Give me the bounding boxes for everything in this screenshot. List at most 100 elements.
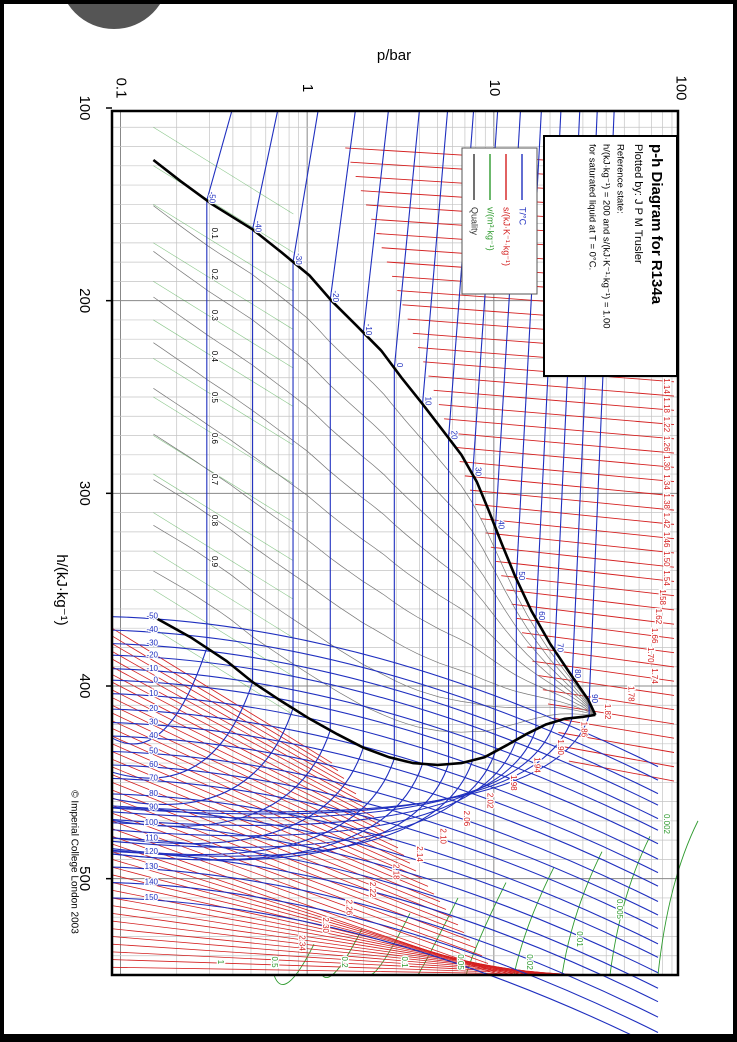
- entropy-label: 1.30: [662, 455, 671, 471]
- quality-line: [153, 342, 596, 716]
- isotherm-label: -10: [146, 664, 158, 673]
- volume-label: 0.05: [456, 954, 465, 970]
- volume-label: 0.002: [662, 814, 671, 835]
- entropy-label: 1.98: [509, 775, 518, 791]
- isotherm-vapor: [111, 681, 254, 779]
- entropy-label: 1.46: [662, 532, 671, 548]
- quality-line: [153, 479, 596, 716]
- quality-line: [153, 296, 596, 716]
- isochore-line: [153, 281, 294, 369]
- isochore-line: [153, 242, 294, 330]
- quality-line: [153, 388, 596, 716]
- quality-label: 0.2: [210, 269, 219, 281]
- legend-label: v/(m³·kg⁻¹): [486, 207, 496, 251]
- isotherm-gas: [111, 693, 659, 845]
- enthalpy-tick-label: 100: [76, 95, 93, 120]
- entropy-line: [111, 643, 345, 779]
- entropy-line: [464, 475, 675, 497]
- entropy-label: 2.02: [485, 793, 494, 809]
- pressure-tick-label: 1: [299, 84, 316, 92]
- quality-label: 0.8: [210, 515, 219, 527]
- isotherm-label: -30: [294, 253, 303, 265]
- entropy-label: 1.66: [650, 628, 659, 644]
- entropy-line: [532, 660, 675, 682]
- entropy-label: 1.58: [658, 589, 667, 605]
- entropy-label: 1.42: [662, 513, 671, 529]
- entropy-line: [111, 712, 399, 849]
- entropy-label: 1.94: [532, 757, 541, 773]
- entropy-label: 1.38: [662, 493, 671, 509]
- entropy-label: 2.34: [297, 935, 306, 951]
- isotherm-gas: [111, 881, 659, 1034]
- entropy-line: [542, 689, 675, 711]
- entropy-line: [516, 617, 675, 639]
- legend-label: Quality: [470, 207, 480, 236]
- entropy-line: [506, 589, 675, 611]
- isochore-line: [153, 396, 294, 484]
- isotherm-vapor: [111, 758, 395, 856]
- entropy-line: [111, 650, 351, 787]
- entropy-line: [438, 404, 675, 426]
- entropy-label: 2.14: [415, 846, 424, 862]
- isotherm-liquid: [329, 110, 356, 300]
- isotherm-label: -50: [146, 612, 158, 621]
- entropy-label: 2.26: [344, 900, 353, 916]
- entropy-label: 1.62: [654, 609, 663, 625]
- isotherm-gas: [111, 616, 659, 768]
- entropy-line: [111, 735, 417, 872]
- isotherm-liquid: [421, 110, 449, 405]
- isotherm-liquid: [252, 110, 279, 230]
- axis-ticks: [106, 107, 112, 880]
- isochore-line: [153, 589, 294, 677]
- isotherm-label: 110: [145, 833, 158, 842]
- isochore-line: [153, 512, 294, 600]
- isotherm-gas: [111, 643, 659, 795]
- isotherm-liquid: [292, 110, 319, 263]
- isotherm-gas: [111, 668, 659, 820]
- isotherm-vapor: [111, 739, 517, 837]
- enthalpy-tick-label: 200: [76, 288, 93, 313]
- entropy-line: [490, 546, 675, 568]
- isotherm-gas: [111, 866, 659, 1018]
- enthalpy-axis-title: h/(kJ·kg⁻¹): [53, 554, 70, 625]
- legend-label: T/°C: [518, 207, 528, 226]
- entropy-line: [111, 674, 369, 810]
- entropy-label: 1.34: [662, 474, 671, 490]
- saturation-dome: [152, 158, 597, 767]
- isotherm-gas: [111, 722, 659, 874]
- entropy-line: [111, 658, 357, 795]
- isotherm-liquid: [362, 110, 389, 333]
- entropy-line: [111, 720, 405, 856]
- entropy-label: 2.30: [321, 917, 330, 933]
- entropy-line: [111, 905, 549, 976]
- chart-title: p-h Diagram for R134a: [648, 144, 665, 305]
- entropy-line: [111, 943, 579, 976]
- enthalpy-tick-label: 300: [76, 481, 93, 506]
- quality-label: 0.4: [210, 351, 219, 363]
- entropy-line: [527, 646, 675, 668]
- isotherm-label: -10: [364, 324, 373, 336]
- entropy-line: [485, 532, 675, 554]
- isochore-line: [153, 473, 294, 562]
- entropy-label: 1.70: [646, 647, 655, 663]
- isotherm-label: 70: [149, 774, 158, 783]
- entropy-label: 1.78: [626, 686, 635, 702]
- entropy-line: [111, 797, 465, 933]
- entropy-line: [568, 760, 675, 782]
- entropy-label: 1.14: [662, 378, 671, 394]
- quality-line: [153, 205, 596, 716]
- isotherm-label: 120: [145, 847, 159, 856]
- entropy-line: [537, 675, 675, 696]
- isochore-line: [153, 165, 294, 253]
- isochore-line: [153, 627, 294, 716]
- saturated-liquid-line: [152, 158, 597, 716]
- isotherm-liquid: [393, 110, 420, 369]
- isotherm-vapor: [111, 647, 208, 745]
- entropy-line: [111, 959, 591, 976]
- entropy-line: [480, 518, 675, 540]
- entropy-line: [111, 897, 543, 976]
- entropy-line: [111, 928, 567, 976]
- entropy-line: [111, 627, 333, 764]
- entropy-line: [111, 828, 489, 964]
- isotherm-label: 70: [556, 643, 565, 652]
